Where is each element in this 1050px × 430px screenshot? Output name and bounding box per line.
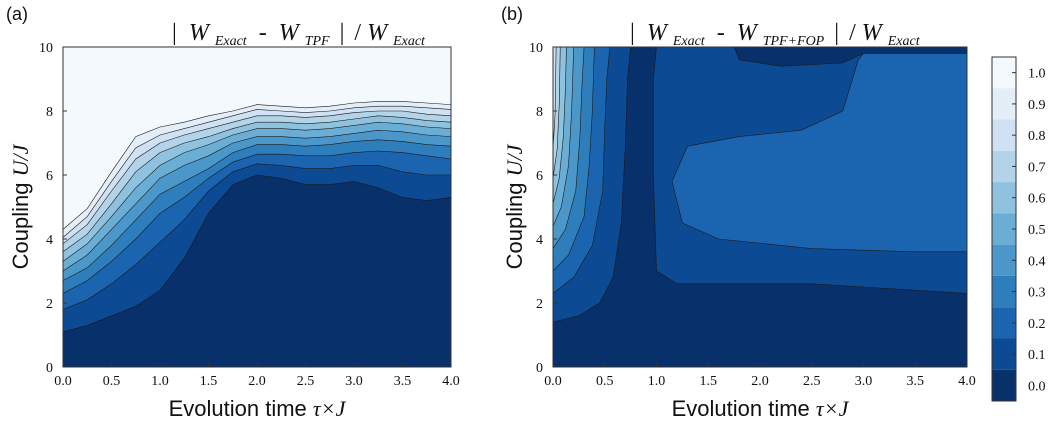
x-tick-label: 1.0 [151,374,169,389]
panel-a: (a) | W Exact - W TPF | / W Exact 0.0 0.5… [6,4,460,421]
colorbar-label: 0.9 [1028,98,1046,113]
panel-b-title: | W Exact - W TPF+FOP | / W Exact [630,20,921,51]
panel-b-label: (b) [501,4,523,24]
x-ticks-a: 0.0 0.5 1.0 1.5 2.0 2.5 3.0 3.5 4.0 [54,363,460,389]
colorbar-label: 0.6 [1028,192,1046,207]
colorbar-label: 0.1 [1028,348,1046,363]
x-tick-label: 0.5 [596,374,614,389]
title-slash: / [354,20,361,46]
svg-text:| W Exact: | W Exact - W TPF | / W Exact [172,20,426,51]
x-axis-title-a: Evolution time τ×J [169,396,347,421]
x-tick-label: 3.5 [907,374,925,389]
x-tick-label: 4.0 [958,374,976,389]
title-w-right: W [737,20,759,46]
y-tick-label: 4 [46,233,53,248]
x-tick-label: 1.5 [700,374,718,389]
colorbar-label: 0.5 [1028,223,1046,238]
y-ticks-a: 0 2 4 6 8 10 [39,41,67,376]
title-w-right: W [279,20,301,46]
x-tick-label: 3.0 [345,374,363,389]
y-tick-label: 4 [536,233,543,248]
plot-area-b [552,46,968,367]
x-tick-label: 0.5 [103,374,121,389]
panel-a-title: | W Exact - W TPF | / W Exact [172,20,426,51]
x-tick-label: 3.0 [855,374,873,389]
y-axis-title-b: Coupling U/J [502,143,527,269]
y-tick-label: 8 [46,105,53,120]
colorbar-label: 0.4 [1028,254,1046,269]
title-w-left: W [647,20,669,46]
title-sub-den: Exact [392,34,426,49]
y-tick-label: 0 [46,361,53,376]
title-abs-open: | [630,20,635,46]
y-tick-label: 8 [536,105,543,120]
x-axis-title-b: Evolution time τ×J [672,396,850,421]
panel-b: (b) | W Exact - W TPF+FOP | / W Exact 0.… [501,4,976,421]
x-tick-label: 1.5 [200,374,218,389]
y-tick-label: 2 [46,297,53,312]
colorbar-label: 0.2 [1028,317,1046,332]
colorbar-frame [991,56,1017,402]
title-w-den: W [367,20,389,46]
colorbar-label: 0.0 [1028,379,1046,394]
plot-area-a [62,47,452,368]
colorbar-label: 0.8 [1028,129,1046,144]
colorbar: 1.0 0.9 0.8 0.7 0.6 0.5 0.4 0.3 0.2 0.1 0.0 [991,56,1046,402]
title-abs-close: | [834,20,839,46]
x-tick-label: 2.0 [751,374,769,389]
contour-band-0.1 [62,174,452,368]
title-sub-right: TPF [305,34,330,49]
x-tick-label: 3.5 [394,374,412,389]
x-tick-label: 2.0 [248,374,266,389]
contour-region-9 [671,53,968,253]
title-sub-left: Exact [672,34,706,49]
title-abs-open: | [172,20,177,46]
colorbar-label: 0.7 [1028,160,1046,175]
title-slash: / [849,20,856,46]
y-tick-label: 10 [39,41,53,56]
colorbar-label: 0.3 [1028,286,1046,301]
y-tick-label: 6 [536,169,543,184]
title-sub-left: Exact [214,34,248,49]
title-abs-close: | [340,20,345,46]
x-ticks-b: 0.0 0.5 1.0 1.5 2.0 2.5 3.0 3.5 4.0 [544,363,976,389]
y-axis-title-a: Coupling U/J [8,143,33,269]
x-tick-label: 4.0 [442,374,460,389]
colorbar-label: 1.0 [1028,67,1046,82]
title-minus: - [259,20,267,46]
title-sub-den: Exact [887,34,921,49]
x-tick-label: 2.5 [297,374,315,389]
title-w-den: W [862,20,884,46]
y-tick-label: 2 [536,297,543,312]
x-tick-label: 1.0 [648,374,666,389]
x-tick-label: 0.0 [54,374,72,389]
panel-a-label: (a) [6,4,28,24]
svg-text:| W Exact: | W Exact - W TPF+FOP | / W Exact [630,20,921,51]
title-sub-right: TPF+FOP [763,34,825,49]
y-ticks-b: 0 2 4 6 8 10 [529,41,557,376]
x-tick-label: 2.5 [803,374,821,389]
y-tick-label: 10 [529,41,543,56]
y-tick-label: 6 [46,169,53,184]
title-minus: - [717,20,725,46]
x-tick-label: 0.0 [544,374,562,389]
title-w-left: W [189,20,211,46]
y-tick-label: 0 [536,361,543,376]
